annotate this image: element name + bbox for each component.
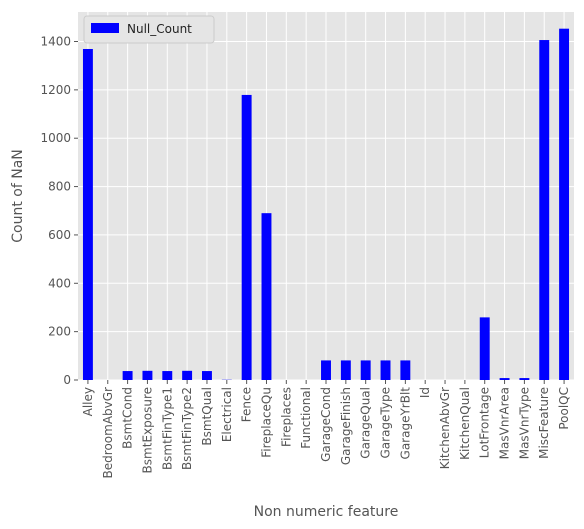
- x-tick-label: BsmtExposure: [140, 387, 154, 473]
- bars: [82, 28, 570, 381]
- bar-alley: [82, 48, 93, 380]
- bar-fence: [241, 94, 252, 380]
- x-tick-label: BsmtQual: [200, 387, 214, 446]
- x-tick-label: BedroomAbvGr: [101, 387, 115, 479]
- bar-bsmtqual: [202, 371, 212, 380]
- y-tick-label: 600: [48, 228, 71, 242]
- x-tick-label: PoolQC: [557, 387, 571, 430]
- bar-garagecond: [321, 360, 331, 380]
- bar-bsmtexposure: [142, 370, 153, 380]
- y-tick-label: 200: [48, 325, 71, 339]
- y-tick-label: 1000: [40, 131, 71, 145]
- bar-lotfrontage: [479, 317, 490, 380]
- y-ticks: 0 200 400 600 800 1000 1200 1400: [40, 34, 78, 387]
- bar-bsmtfintype1: [162, 371, 173, 380]
- bar-garagetype: [380, 360, 391, 380]
- y-tick-label: 1200: [40, 83, 71, 97]
- bar-masvnrarea: [499, 378, 510, 380]
- bar-fireplacequ: [261, 213, 272, 380]
- y-tick-label: 800: [48, 180, 71, 194]
- bar-miscfeature: [539, 40, 550, 381]
- x-tick-label: GarageCond: [319, 387, 333, 462]
- y-tick-label: 1400: [40, 34, 71, 48]
- x-tick-label: Fireplaces: [279, 387, 293, 447]
- x-tick-label: Fence: [240, 387, 254, 422]
- legend-swatch: [91, 23, 119, 33]
- x-tick-label: LotFrontage: [478, 387, 492, 458]
- x-tick-label: GarageType: [379, 387, 393, 459]
- x-tick-label: KitchenAbvGr: [438, 387, 452, 469]
- bar-bsmtcond: [122, 371, 133, 380]
- x-tick-label: BsmtFinType1: [160, 387, 174, 470]
- x-axis-label: Non numeric feature: [254, 504, 399, 520]
- x-tick-label: MasVnrArea: [498, 387, 512, 459]
- x-tick-label: GarageFinish: [339, 387, 353, 465]
- bar-poolqc: [559, 28, 570, 380]
- x-tick-label: GarageYrBlt: [398, 387, 412, 460]
- x-tick-label: KitchenQual: [458, 387, 472, 460]
- x-tick-label: BsmtFinType2: [180, 387, 194, 470]
- bar-garageyrblt: [400, 360, 411, 380]
- x-tick-label: GarageQual: [359, 387, 373, 459]
- y-axis-label: Count of NaN: [10, 149, 26, 243]
- x-tick-label: Alley: [81, 387, 95, 416]
- x-tick-label: BsmtCond: [121, 387, 135, 449]
- bar-garagequal: [360, 360, 371, 380]
- x-tick-label: FireplaceQu: [259, 387, 273, 458]
- legend-box: [83, 15, 215, 44]
- legend-label: Null_Count: [127, 22, 192, 36]
- bar-masvnrtype: [519, 378, 530, 380]
- y-tick-label: 400: [48, 276, 71, 290]
- x-ticks: Alley BedroomAbvGr BsmtCond BsmtExposure Bsm…: [81, 380, 571, 478]
- x-tick-label: Electrical: [220, 387, 234, 442]
- legend: Null_Count: [83, 15, 215, 44]
- x-tick-label: MasVnrType: [517, 387, 531, 459]
- x-tick-label: Id: [418, 387, 432, 398]
- bar-garagefinish: [340, 360, 351, 380]
- bar-bsmtfintype2: [182, 370, 193, 380]
- x-tick-label: Functional: [299, 387, 313, 449]
- y-tick-label: 0: [63, 373, 71, 387]
- x-tick-label: MiscFeature: [537, 387, 551, 459]
